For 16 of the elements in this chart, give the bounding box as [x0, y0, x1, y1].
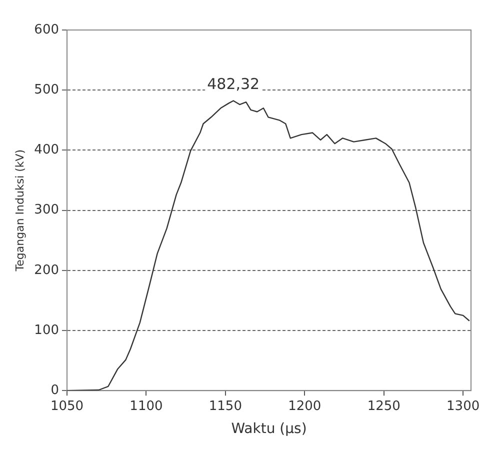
- y-axis-title: Tegangan Induksi (kV): [13, 149, 26, 272]
- y-tick-label: 300: [34, 202, 60, 218]
- y-tick-label: 100: [34, 322, 60, 338]
- y-tick-label: 500: [34, 82, 60, 98]
- x-tick-label: 1050: [50, 398, 84, 414]
- x-tick-label: 1250: [367, 398, 400, 414]
- x-tick-label: 1150: [208, 398, 242, 414]
- y-tick-label: 200: [34, 262, 60, 278]
- y-tick-label: 0: [50, 382, 60, 398]
- y-tick-label: 400: [34, 142, 60, 158]
- annotation: 482,32: [207, 75, 260, 94]
- x-axis-title: Waktu (μs): [231, 421, 307, 438]
- x-tick-label: 1300: [446, 398, 480, 414]
- y-tick-label: 600: [34, 22, 60, 38]
- x-tick-label: 1100: [130, 398, 163, 414]
- x-tick-label: 1200: [288, 398, 322, 414]
